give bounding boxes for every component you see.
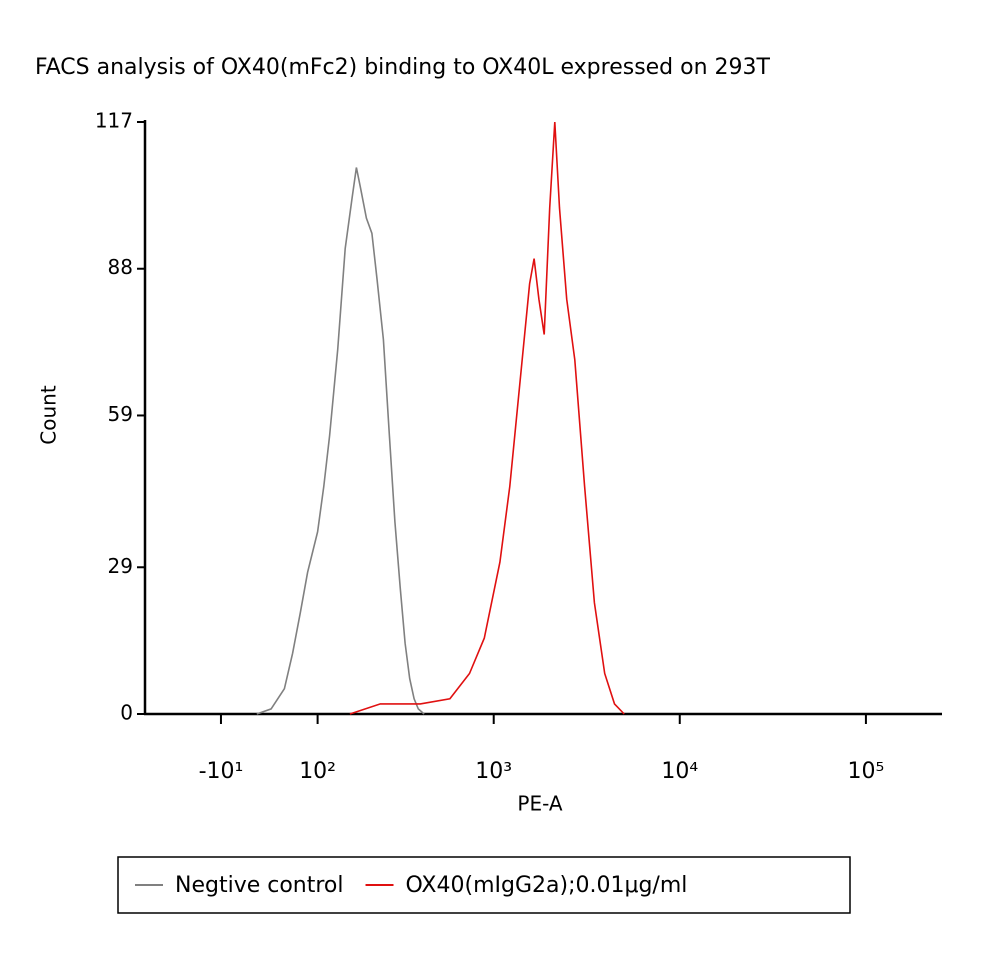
y-tick-label: 59	[108, 402, 133, 426]
y-axis-label: Count	[37, 385, 61, 445]
x-tick-label: 10⁵	[848, 759, 885, 784]
y-tick-label: 117	[95, 109, 133, 133]
y-tick-label: 0	[120, 701, 133, 725]
y-tick-label: 88	[108, 255, 133, 279]
legend-box	[117, 856, 851, 914]
y-tick-label: 29	[108, 554, 133, 578]
legend-label: Negtive control	[175, 873, 344, 898]
legend-label: OX40(mIgG2a);0.01μg/ml	[406, 873, 688, 898]
x-tick-label: 10⁴	[661, 759, 698, 784]
histogram-line	[349, 121, 625, 715]
x-tick-label: -10¹	[199, 759, 244, 784]
histogram-line	[256, 167, 425, 715]
chart-title: FACS analysis of OX40(mFc2) binding to O…	[35, 55, 771, 80]
x-tick-label: 10³	[475, 759, 512, 784]
x-axis-label: PE-A	[517, 792, 562, 816]
x-tick-label: 10²	[299, 759, 336, 784]
